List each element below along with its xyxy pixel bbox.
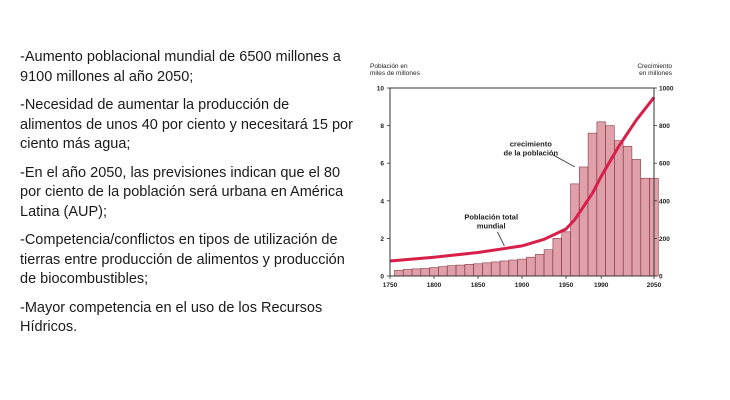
population-line xyxy=(389,96,656,263)
bar-series xyxy=(394,121,659,277)
x-tick-label: 2050 xyxy=(647,282,662,289)
y-axis-label-right-line: Crecimiento xyxy=(637,63,672,70)
annotation-growth-label: crecimiento xyxy=(510,139,553,148)
annotation-growth-label: de la población xyxy=(504,148,559,157)
bar xyxy=(517,258,527,277)
x-tick-label: 1750 xyxy=(383,282,398,289)
y-tick-label-left: 8 xyxy=(380,123,384,130)
y-axis-label-left-line: miles de millones xyxy=(370,70,421,77)
bar xyxy=(570,183,580,277)
bar xyxy=(429,267,439,277)
y-tick-label-right: 600 xyxy=(659,161,670,168)
bar xyxy=(587,132,598,277)
y-tick-label-left: 10 xyxy=(377,86,385,93)
y-tick-label-right: 200 xyxy=(659,236,670,243)
bar xyxy=(490,261,501,277)
x-tick-label: 1800 xyxy=(427,282,442,289)
bar xyxy=(631,159,642,277)
bar xyxy=(596,121,606,277)
bar xyxy=(473,263,483,277)
bullet-item: -Competencia/conflictos en tipos de util… xyxy=(20,232,345,287)
bullet-list: -Aumento poblacional mundial de 6500 mil… xyxy=(20,48,355,347)
bullet-item: -Mayor competencia en el uso de los Recu… xyxy=(20,299,323,336)
bar xyxy=(614,140,624,277)
annotation-population-label: Población total xyxy=(464,213,518,222)
y-tick-label-left: 2 xyxy=(380,236,384,243)
y-ticks-left: 0 2 4 6 8 10 xyxy=(377,86,390,281)
bar xyxy=(640,177,650,277)
bullet-item: -En el año 2050, las previsiones indican… xyxy=(20,164,344,220)
bar xyxy=(446,265,457,277)
bar xyxy=(578,166,589,277)
bar xyxy=(464,264,474,277)
bar xyxy=(499,260,510,277)
x-tick-label: 1950 xyxy=(559,282,574,289)
y-tick-label-right: 400 xyxy=(659,198,670,205)
y-tick-label-left: 4 xyxy=(380,198,384,205)
bar xyxy=(482,262,492,277)
y-tick-label-left: 6 xyxy=(380,161,384,168)
y-ticks-right: 0 200 400 600 800 1000 xyxy=(654,86,674,281)
x-tick-label: 1900 xyxy=(515,282,530,289)
bar xyxy=(526,256,536,277)
bar xyxy=(455,264,466,277)
y-tick-label-right: 1000 xyxy=(659,86,674,93)
annotation-growth-arrow xyxy=(552,154,575,168)
y-tick-label-right: 800 xyxy=(659,123,670,130)
bar xyxy=(402,269,413,277)
y-tick-label-right: 0 xyxy=(659,274,663,281)
bar xyxy=(552,238,562,277)
x-ticks: 1750 1800 1850 1900 1950 1990 2050 xyxy=(383,276,662,289)
bar xyxy=(411,268,422,277)
bar xyxy=(420,268,430,277)
bar xyxy=(622,145,633,277)
bar xyxy=(543,249,554,277)
annotation-population-arrow xyxy=(497,231,505,247)
x-tick-label: 1990 xyxy=(594,282,609,289)
bar xyxy=(561,231,571,277)
annotation-population-label: mundial xyxy=(477,222,506,231)
bullet-item: -Aumento poblacional mundial de 6500 mil… xyxy=(20,49,341,85)
y-axis-label-left-line: Población en xyxy=(370,63,408,70)
y-tick-label-left: 0 xyxy=(380,274,384,281)
bar xyxy=(508,259,518,277)
bar xyxy=(394,270,404,277)
bullet-item: -Necesidad de aumentar la producción de … xyxy=(20,97,353,152)
bar xyxy=(605,125,615,277)
x-tick-label: 1850 xyxy=(471,282,486,289)
bar xyxy=(534,254,545,277)
bar xyxy=(438,266,448,277)
y-axis-label-right-line: en millones xyxy=(639,70,673,77)
